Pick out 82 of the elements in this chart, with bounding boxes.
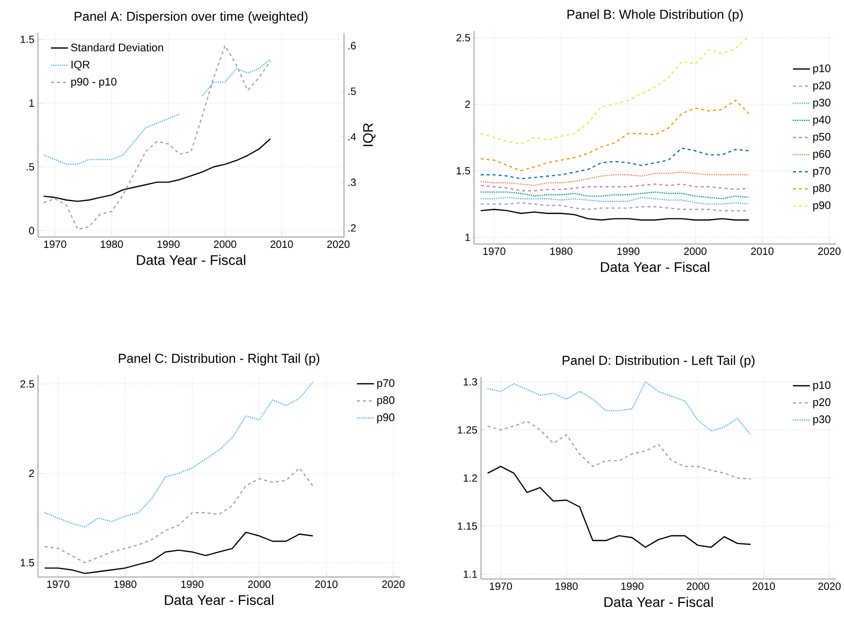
x-tick-label: 2010 [751,248,774,255]
line-series [486,466,752,548]
legend-label: p30 [813,415,830,426]
legend-label: p80 [813,184,830,194]
x-tick-label: 1970 [47,580,70,588]
y-tick-label: 2.5 [456,34,470,42]
legend-label: p80 [377,396,394,406]
line-series [486,420,752,480]
y-tick-label: 1.1 [464,570,477,578]
line-series [480,36,750,145]
y-tick-label: 1.15 [458,522,478,530]
legend-label: p90 [813,201,830,212]
y-tick-label: 1.5 [20,559,34,566]
x-tick-label: 2010 [752,582,775,590]
x-tick-label: 1980 [556,582,578,590]
y-tick-label: 1 [29,100,34,107]
x-axis-title: Data Year - Fiscal [604,596,713,608]
line-series [480,208,750,221]
y-tick-label: 1.5 [456,167,470,174]
y-tick-label: .5 [26,163,34,171]
y2-axis-title: IQR [363,123,376,146]
x-axis-title: Data Year - Fiscal [164,594,274,606]
y2-tick-label: .3 [348,178,356,186]
legend-label: p20 [813,82,830,92]
x-axis-title: Data Year - Fiscal [600,262,710,272]
x-tick-label: 2000 [686,582,710,590]
chart-title: Panel B: Whole Distribution (p) [568,9,743,22]
line-series [480,148,750,180]
line-series [480,100,750,172]
legend-label: p30 [813,98,830,109]
x-tick-label: 2020 [382,580,405,588]
x-tick-label: 1990 [181,580,204,588]
y2-tick-label: .2 [348,224,356,232]
chart-title: Panel C: Distribution - Right Tail (p) [118,353,320,366]
y2-tick-label: .5 [348,88,356,95]
legend-label: p10 [813,381,830,392]
line-series [44,532,314,574]
line-series [43,45,271,230]
x-tick-label: 2020 [327,240,350,248]
x-tick-label: 1970 [44,240,66,248]
line-series [486,381,752,436]
x-tick-label: 1980 [100,240,123,248]
legend-label: p50 [813,132,830,143]
legend-label: p90 - p10 [71,78,116,88]
x-axis-title: Data Year - Fiscal [136,254,246,266]
legend-label: p70 [377,379,394,390]
y-tick-label: 0 [29,226,34,234]
y-tick-label: 1.5 [20,36,34,44]
chart-title: Panel A: Dispersion over time (weighted) [74,11,308,24]
x-tick-label: 1980 [114,580,136,588]
y-tick-label: 2 [29,470,34,477]
y-tick-label: 1.25 [458,426,478,434]
legend-label: p90 [377,413,394,424]
x-tick-label: 2020 [818,582,841,590]
y2-tick-label: .4 [348,133,356,140]
y-tick-label: 1 [465,234,470,241]
legend-label: IQR [72,60,90,70]
x-tick-label: 2010 [270,240,293,248]
x-tick-label: 2000 [214,240,236,248]
y-tick-label: 1.3 [464,378,478,386]
x-tick-label: 2000 [684,248,706,255]
x-tick-label: 1990 [621,582,644,590]
chart-title: Panel D: Distribution - Left Tail (p) [562,355,754,368]
y2-tick-label: .6 [348,42,356,50]
line-series [44,467,314,564]
legend-label: p40 [813,116,830,126]
x-tick-label: 1990 [617,248,640,255]
x-tick-label: 2000 [248,580,270,588]
legend-label: Standard Deviation [71,43,164,52]
x-tick-label: 1970 [490,582,512,590]
x-tick-label: 2010 [315,580,338,588]
legend-label: p10 [813,64,830,74]
legend-label: p60 [813,150,830,160]
x-tick-label: 1970 [483,248,506,255]
x-tick-label: 1980 [550,248,572,255]
y-tick-label: 2 [465,100,470,108]
legend-label: p70 [813,167,830,178]
x-tick-label: 2020 [818,248,841,255]
legend-label: p20 [813,398,830,408]
x-tick-label: 1990 [157,240,180,248]
y-tick-label: 2.5 [20,380,34,388]
y-tick-label: 1.2 [464,474,477,482]
